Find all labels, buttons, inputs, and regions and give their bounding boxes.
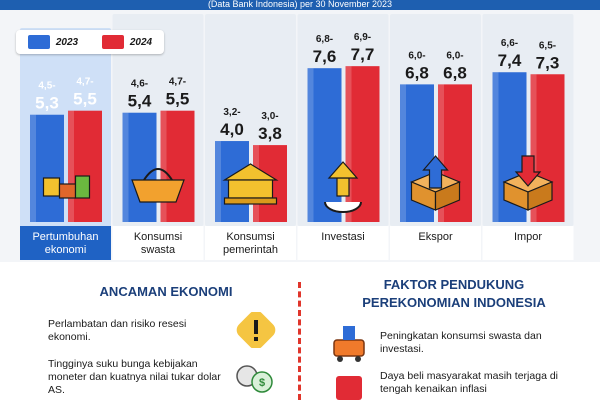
bar-2024 (345, 66, 380, 223)
range-label: 6,9- (354, 32, 371, 43)
bar-shine (215, 141, 221, 222)
category-label: Investasi (321, 231, 364, 243)
category-label: pemerintah (223, 244, 278, 256)
category-label-bg-highlight (20, 226, 111, 260)
blocks-icon (42, 175, 91, 199)
bar-shine (30, 114, 36, 222)
value-label: 5,3 (35, 94, 59, 113)
category-label-bg (297, 226, 389, 260)
section-divider (298, 282, 301, 400)
category-label: Ekspor (418, 231, 453, 243)
value-label: 7,4 (498, 51, 522, 70)
bar-2023 (122, 112, 157, 222)
threats-title: ANCAMAN EKONOMI (99, 284, 233, 299)
range-label: 3,0- (261, 111, 278, 122)
export-box-icon (409, 155, 462, 211)
category-label-bg (205, 226, 296, 260)
value-label: 7,3 (536, 53, 560, 72)
value-label: 5,4 (128, 92, 152, 111)
threat-item-1: Perlambatan dan risiko resesi ekonomi. (48, 318, 187, 343)
category-label: ekonomi (45, 244, 87, 256)
support-title-line2: PEREKONOMIAN INDONESIA (362, 295, 546, 310)
legend-item-2024: 2024 (101, 35, 153, 49)
bar-shine (400, 84, 406, 222)
legend-swatch-2023 (27, 35, 50, 49)
category-label: Pertumbuhan (32, 231, 98, 243)
category-label: Konsumsi (226, 231, 274, 243)
bar-shine (530, 74, 537, 222)
category-label: Impor (514, 231, 542, 243)
support-item-1: Peningkatan konsumsi swasta dan investas… (380, 330, 542, 355)
value-label: 7,7 (351, 45, 375, 64)
value-label: 5,5 (166, 90, 190, 109)
range-label: 6,6- (501, 38, 518, 49)
legend-swatch-2024 (101, 35, 124, 49)
bank-building-icon (222, 163, 279, 205)
legend-label-2023: 2023 (55, 36, 79, 48)
value-label: 4,0 (220, 120, 244, 139)
currency-exchange-icon: $ (236, 365, 273, 393)
import-box-icon (502, 155, 554, 211)
bar-shine (160, 110, 167, 222)
support-item-2: Daya beli masyarakat masih terjaga di te… (380, 370, 558, 395)
bar-2023 (307, 68, 342, 222)
support-title-line1: FAKTOR PENDUKUNG (383, 277, 525, 292)
category-label: swasta (141, 244, 176, 256)
bar-2024 (160, 110, 195, 222)
range-label: 4,6- (131, 79, 148, 90)
category-label-bg (482, 226, 574, 260)
value-label: 6,8 (443, 63, 467, 82)
source-banner: (Data Bank Indonesia) per 30 November 20… (0, 0, 600, 10)
range-label: 6,0- (446, 50, 463, 61)
cart-growth-icon (333, 326, 365, 362)
range-label: 6,8- (316, 34, 333, 45)
bar-shine (68, 110, 74, 222)
category-label: Konsumsi (134, 231, 182, 243)
bar-2023 (30, 114, 64, 222)
source-text: (Data Bank Indonesia) per 30 November 20… (207, 0, 393, 9)
warning-icon (236, 312, 276, 348)
value-label: 6,8 (405, 63, 429, 82)
range-label: 3,2- (223, 107, 240, 118)
value-label: 5,5 (73, 90, 97, 109)
bar-shine (438, 84, 444, 222)
range-label: 6,5- (539, 40, 556, 51)
bar-2024 (68, 110, 102, 222)
investment-arrow-icon (324, 161, 362, 213)
purchasing-power-icon (336, 376, 362, 400)
bar-shine (307, 68, 314, 222)
category-label-bg (390, 226, 481, 260)
basket-icon (131, 168, 185, 203)
legend-label-2024: 2024 (129, 36, 153, 48)
threat-item-2: Tingginya suku bunga kebijakan moneter d… (48, 358, 221, 396)
value-label: 3,8 (258, 124, 282, 143)
bar-shine (122, 112, 129, 222)
value-label: 7,6 (313, 47, 337, 66)
range-label: 4,5- (38, 81, 55, 92)
range-label: 6,0- (408, 50, 425, 61)
legend: 2023 2024 (16, 30, 164, 54)
bar-shine (492, 72, 499, 222)
svg-text:$: $ (259, 377, 265, 389)
bar-shine (345, 66, 352, 223)
legend-item-2023: 2023 (27, 35, 79, 49)
range-label: 4,7- (76, 77, 93, 88)
range-label: 4,7- (169, 77, 186, 88)
category-label-bg (112, 226, 204, 260)
